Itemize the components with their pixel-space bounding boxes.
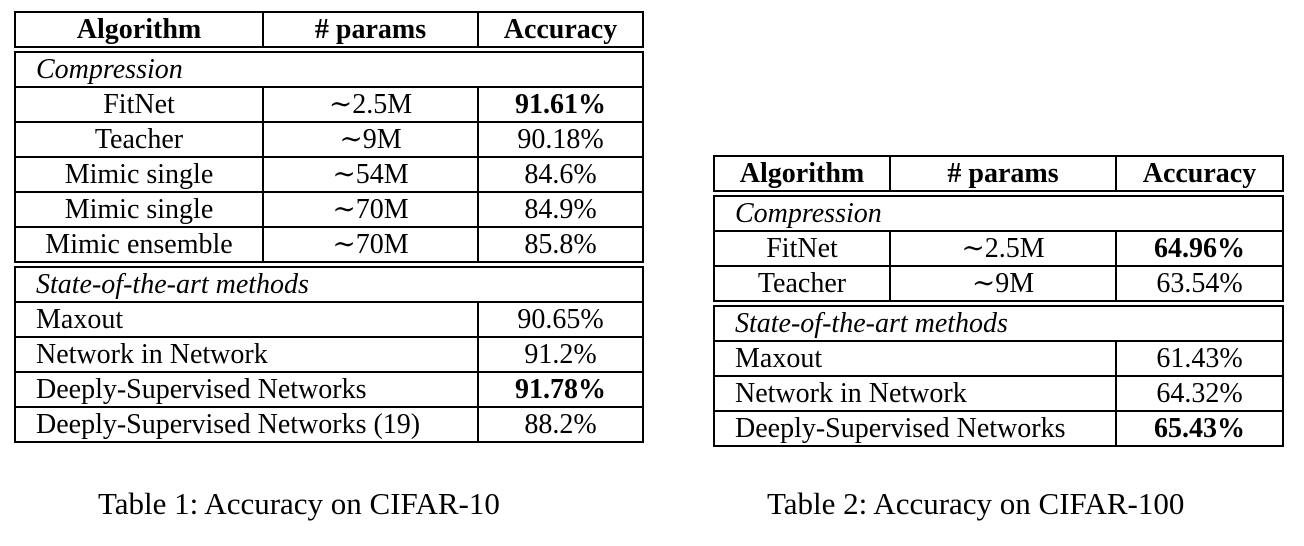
cell-accuracy: 84.9% xyxy=(477,191,644,228)
table-row: Deeply-Supervised Networks (19) 88.2% xyxy=(14,406,644,443)
table-row: Mimic ensemble ∼70M 85.8% xyxy=(14,226,644,263)
cell-algorithm: Deeply-Supervised Networks xyxy=(713,410,1117,447)
cell-params: ∼54M xyxy=(262,156,479,193)
cell-params: ∼2.5M xyxy=(889,230,1117,267)
cell-algorithm: Deeply-Supervised Networks (19) xyxy=(14,406,479,443)
table-row: Network in Network 91.2% xyxy=(14,336,644,373)
cell-params: ∼70M xyxy=(262,226,479,263)
table-row: Deeply-Supervised Networks 65.43% xyxy=(713,410,1284,447)
cell-accuracy: 90.65% xyxy=(477,301,644,338)
header-params: # params xyxy=(889,155,1117,192)
cell-algorithm: Network in Network xyxy=(713,375,1117,412)
cell-accuracy: 85.8% xyxy=(477,226,644,263)
cell-accuracy: 90.18% xyxy=(477,121,644,158)
cell-algorithm: FitNet xyxy=(14,86,264,123)
cell-accuracy: 88.2% xyxy=(477,406,644,443)
cell-accuracy: 61.43% xyxy=(1115,340,1284,377)
table-row: FitNet ∼2.5M 64.96% xyxy=(713,230,1284,267)
table-body: Compression FitNet ∼2.5M 64.96% Teacher ∼9M 63… xyxy=(713,191,1284,447)
cell-algorithm: Maxout xyxy=(713,340,1117,377)
table-row: Network in Network 64.32% xyxy=(713,375,1284,412)
table-cifar100: Algorithm # params Accuracy Compression F… xyxy=(713,155,1284,447)
table1-caption: Table 1: Accuracy on CIFAR-10 xyxy=(98,486,500,521)
header-algorithm: Algorithm xyxy=(14,11,264,48)
cell-accuracy: 65.43% xyxy=(1115,410,1284,447)
section-row: State-of-the-art methods xyxy=(713,305,1284,342)
table-row: Teacher ∼9M 63.54% xyxy=(713,265,1284,302)
cell-algorithm: Network in Network xyxy=(14,336,479,373)
header-accuracy: Accuracy xyxy=(1115,155,1284,192)
section-label: Compression xyxy=(14,51,644,88)
cell-accuracy: 64.32% xyxy=(1115,375,1284,412)
section-row: State-of-the-art methods xyxy=(14,266,644,303)
cell-accuracy: 63.54% xyxy=(1115,265,1284,302)
table-row: Mimic single ∼70M 84.9% xyxy=(14,191,644,228)
cell-accuracy: 64.96% xyxy=(1115,230,1284,267)
section-label: Compression xyxy=(713,195,1284,232)
cell-algorithm: FitNet xyxy=(713,230,891,267)
cell-accuracy: 91.2% xyxy=(477,336,644,373)
header-algorithm: Algorithm xyxy=(713,155,891,192)
cell-params: ∼9M xyxy=(262,121,479,158)
header-accuracy: Accuracy xyxy=(477,11,644,48)
section-label: State-of-the-art methods xyxy=(14,266,644,303)
table-row: Deeply-Supervised Networks 91.78% xyxy=(14,371,644,408)
table-row: FitNet ∼2.5M 91.61% xyxy=(14,86,644,123)
cell-params: ∼2.5M xyxy=(262,86,479,123)
cell-accuracy: 91.61% xyxy=(477,86,644,123)
cell-algorithm: Teacher xyxy=(14,121,264,158)
table-row: Maxout 90.65% xyxy=(14,301,644,338)
cell-algorithm: Deeply-Supervised Networks xyxy=(14,371,479,408)
section-row: Compression xyxy=(14,51,644,88)
table2-caption: Table 2: Accuracy on CIFAR-100 xyxy=(767,486,1185,521)
cell-accuracy: 84.6% xyxy=(477,156,644,193)
section-row: Compression xyxy=(713,195,1284,232)
table-row: Maxout 61.43% xyxy=(713,340,1284,377)
table-cifar10: Algorithm # params Accuracy Compression F… xyxy=(14,11,644,443)
cell-algorithm: Mimic single xyxy=(14,156,264,193)
cell-params: ∼9M xyxy=(889,265,1117,302)
cell-algorithm: Maxout xyxy=(14,301,479,338)
cell-algorithm: Mimic single xyxy=(14,191,264,228)
cell-algorithm: Mimic ensemble xyxy=(14,226,264,263)
section-label: State-of-the-art methods xyxy=(713,305,1284,342)
table-header-row: Algorithm # params Accuracy xyxy=(14,11,644,48)
table-header-row: Algorithm # params Accuracy xyxy=(713,155,1284,192)
table-row: Teacher ∼9M 90.18% xyxy=(14,121,644,158)
header-params: # params xyxy=(262,11,479,48)
cell-params: ∼70M xyxy=(262,191,479,228)
cell-algorithm: Teacher xyxy=(713,265,891,302)
cell-accuracy: 91.78% xyxy=(477,371,644,408)
table-row: Mimic single ∼54M 84.6% xyxy=(14,156,644,193)
table-body: Compression FitNet ∼2.5M 91.61% Teacher ∼9M 90… xyxy=(14,47,644,443)
